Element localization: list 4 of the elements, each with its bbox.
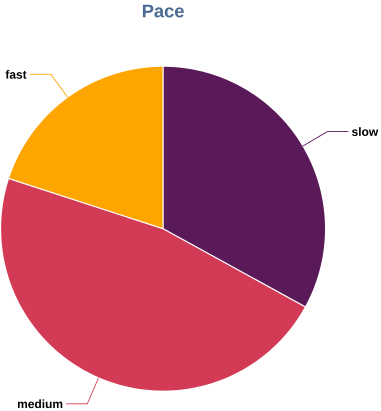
chart-title: Pace: [142, 4, 184, 18]
slice-label: slow: [352, 127, 378, 136]
slice-label: fast: [6, 70, 27, 79]
slice-label: medium: [18, 399, 62, 408]
